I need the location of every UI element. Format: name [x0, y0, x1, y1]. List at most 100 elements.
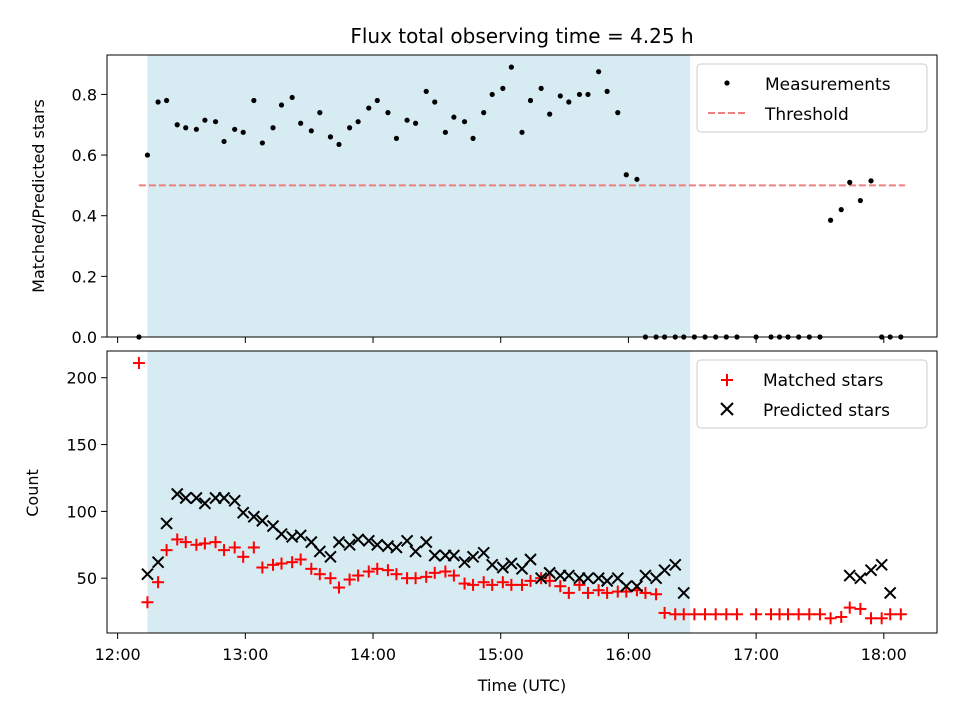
measurement-point — [508, 64, 514, 70]
x-tick-label: 16:00 — [605, 645, 651, 664]
measurement-point — [827, 217, 834, 223]
measurement-point — [163, 97, 170, 104]
measurement-point — [374, 97, 380, 104]
measurement-point — [604, 88, 610, 94]
matched-star-point — [709, 608, 722, 621]
matched-star-point — [428, 566, 441, 579]
predicted-star-point — [543, 566, 556, 580]
top-legend: Measurements Threshold — [696, 63, 928, 133]
matched-star-point — [699, 608, 712, 621]
measurement-point — [232, 126, 238, 132]
matched-star-point — [160, 544, 173, 557]
matched-star-point — [447, 569, 460, 582]
measurement-point — [634, 176, 640, 182]
matched-star-point — [688, 608, 701, 621]
predicted-star-point — [592, 571, 605, 585]
predicted-star-point — [313, 545, 327, 558]
predicted-star-point — [236, 506, 250, 519]
matched-star-point — [420, 570, 433, 583]
matched-star-point — [247, 541, 260, 554]
matched-star-point — [275, 557, 288, 570]
measurement-point — [193, 126, 199, 132]
matched-star-point — [854, 602, 867, 615]
matched-star-point — [824, 612, 837, 625]
matched-star-point — [179, 536, 192, 549]
measurement-point — [393, 135, 400, 141]
measurement-point — [596, 69, 602, 75]
matched-star-point — [390, 568, 403, 581]
predicted-star-point — [247, 510, 261, 523]
predicted-star-point — [466, 550, 480, 564]
predicted-star-point — [620, 580, 633, 593]
measurement-point — [278, 102, 285, 108]
matched-star-point — [524, 574, 537, 587]
matched-star-point — [875, 612, 888, 625]
measurement-point — [240, 129, 246, 135]
matched-star-point — [730, 608, 743, 621]
x-tick-label: 13:00 — [222, 645, 268, 664]
predicted-star-point — [428, 549, 441, 562]
x-axis-label: Time (UTC) — [477, 676, 566, 695]
matched-star-point — [639, 586, 652, 599]
measurement-point — [174, 122, 180, 128]
predicted-star-point — [458, 555, 471, 569]
predicted-star-point — [141, 567, 154, 581]
measurement-point — [221, 138, 227, 145]
matched-star-point — [496, 576, 509, 589]
matched-star-point — [209, 536, 222, 549]
predicted-star-point — [371, 538, 384, 551]
top-y-tick-label: 0.6 — [72, 146, 97, 165]
predicted-star-point — [332, 535, 346, 549]
measurement-point — [355, 119, 361, 125]
matched-star-point — [543, 574, 556, 587]
measurement-point — [615, 110, 621, 116]
matched-star-point — [286, 556, 299, 569]
x-tick-label: 12:00 — [95, 645, 141, 664]
measurement-point — [868, 178, 874, 184]
predicted-star-point — [362, 534, 375, 547]
predicted-star-point — [669, 558, 682, 572]
matched-star-point — [152, 576, 165, 589]
measurement-point — [481, 110, 487, 116]
legend-measurements-label: Measurements — [765, 75, 891, 95]
top-y-tick-label: 0.8 — [72, 85, 97, 104]
predicted-star-point — [409, 545, 422, 558]
legend-measurements-marker — [724, 80, 730, 86]
matched-star-point — [894, 608, 907, 621]
measurement-point — [847, 179, 853, 185]
predicted-star-point — [343, 538, 356, 551]
measurement-point — [489, 91, 495, 98]
bottom-legend: Matched stars Predicted stars — [696, 359, 928, 429]
matched-star-point — [782, 608, 795, 621]
measurement-point — [385, 110, 391, 116]
chart-title: Flux total observing time = 4.25 h — [350, 24, 693, 48]
legend-threshold-label: Threshold — [764, 105, 849, 125]
matched-star-point — [332, 581, 345, 594]
measurement-point — [327, 134, 334, 140]
matched-star-point — [228, 541, 241, 554]
predicted-star-point — [505, 557, 518, 570]
predicted-star-point — [562, 569, 576, 582]
matched-star-point — [171, 533, 184, 546]
bottom-y-axis-label: Count — [23, 469, 42, 517]
top-y-ticks: 0.0 0.2 0.4 0.6 0.8 — [72, 85, 107, 347]
legend-predicted-label: Predicted stars — [763, 401, 890, 421]
top-data-layer — [136, 64, 906, 340]
matched-star-point — [294, 553, 307, 566]
predicted-star-point — [534, 571, 548, 585]
matched-star-point — [352, 569, 365, 582]
predicted-star-point — [160, 517, 173, 530]
predicted-star-point — [190, 491, 203, 505]
predicted-star-point — [581, 571, 595, 585]
matched-star-point — [486, 578, 499, 591]
predicted-star-point — [390, 541, 403, 554]
predicted-star-point — [477, 546, 490, 560]
matched-star-point — [601, 586, 614, 599]
matched-star-point — [141, 596, 154, 609]
top-shaded-region — [147, 55, 691, 337]
measurement-point — [412, 120, 419, 126]
measurement-point — [347, 125, 353, 131]
measurement-point — [566, 99, 572, 105]
measurement-point — [212, 119, 219, 125]
